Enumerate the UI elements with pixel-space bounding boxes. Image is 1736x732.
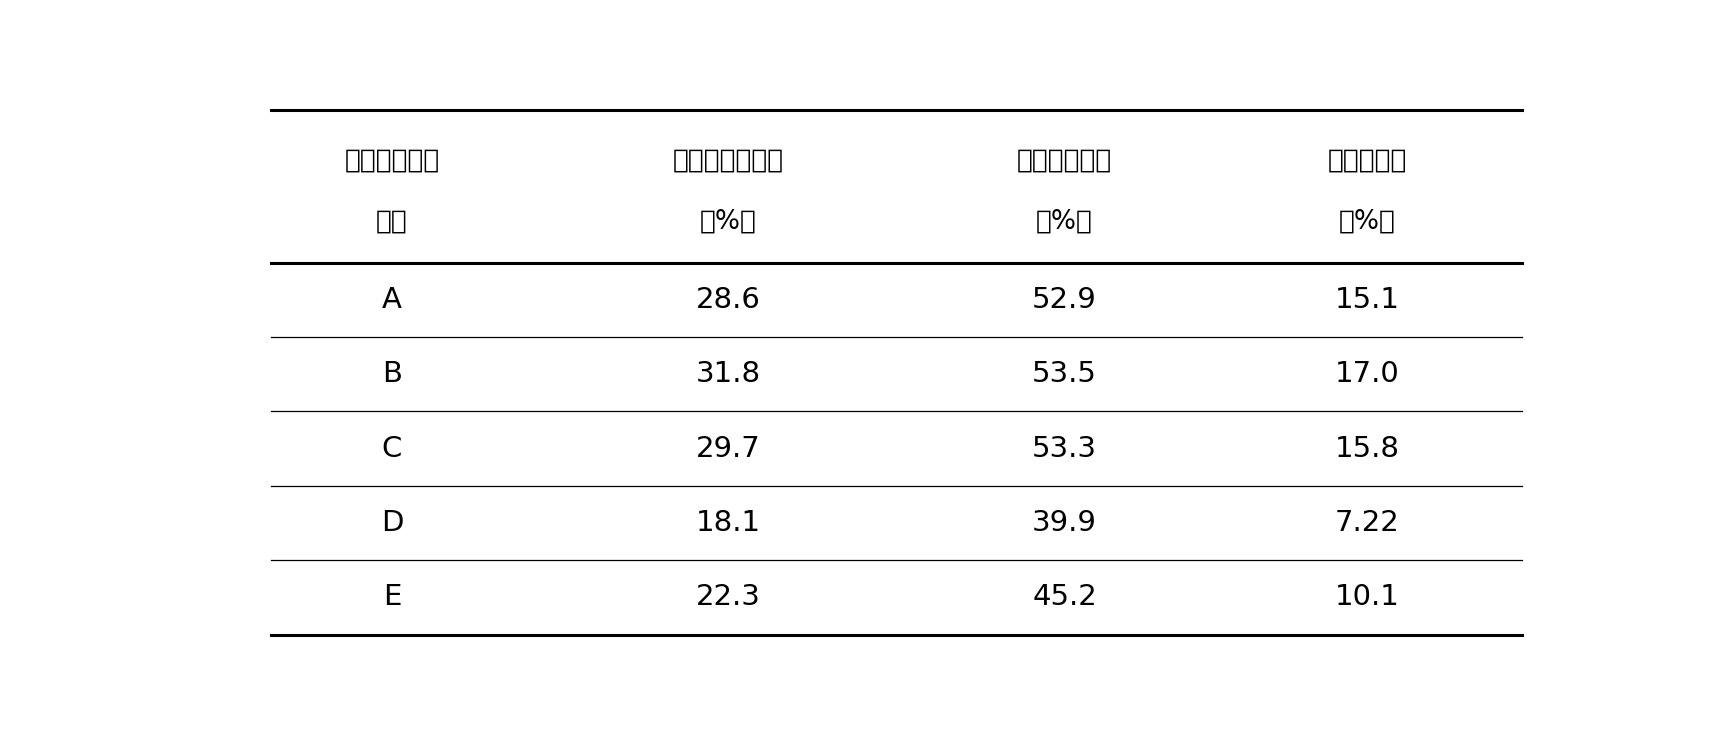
Text: 二甲醚收率: 二甲醚收率 (1328, 148, 1406, 173)
Text: 15.1: 15.1 (1335, 285, 1399, 314)
Text: （%）: （%） (700, 209, 757, 234)
Text: C: C (382, 435, 403, 463)
Text: 45.2: 45.2 (1033, 583, 1097, 611)
Text: B: B (382, 360, 403, 388)
Text: 17.0: 17.0 (1335, 360, 1399, 388)
Text: 18.1: 18.1 (696, 509, 760, 537)
Text: 29.7: 29.7 (696, 435, 760, 463)
Text: （%）: （%） (1036, 209, 1094, 234)
Text: 10.1: 10.1 (1335, 583, 1399, 611)
Text: E: E (382, 583, 401, 611)
Text: 组分: 组分 (377, 209, 408, 234)
Text: 15.8: 15.8 (1335, 435, 1399, 463)
Text: A: A (382, 285, 401, 314)
Text: 7.22: 7.22 (1335, 509, 1399, 537)
Text: 二氧化碳转化率: 二氧化碳转化率 (672, 148, 785, 173)
Text: 39.9: 39.9 (1033, 509, 1097, 537)
Text: 二甲醚选择性: 二甲醚选择性 (1017, 148, 1113, 173)
Text: （%）: （%） (1338, 209, 1396, 234)
Text: 甲醇合成活性: 甲醇合成活性 (344, 148, 439, 173)
Text: 52.9: 52.9 (1033, 285, 1097, 314)
Text: 22.3: 22.3 (696, 583, 760, 611)
Text: 31.8: 31.8 (696, 360, 760, 388)
Text: D: D (380, 509, 403, 537)
Text: 53.5: 53.5 (1033, 360, 1097, 388)
Text: 28.6: 28.6 (696, 285, 760, 314)
Text: 53.3: 53.3 (1033, 435, 1097, 463)
